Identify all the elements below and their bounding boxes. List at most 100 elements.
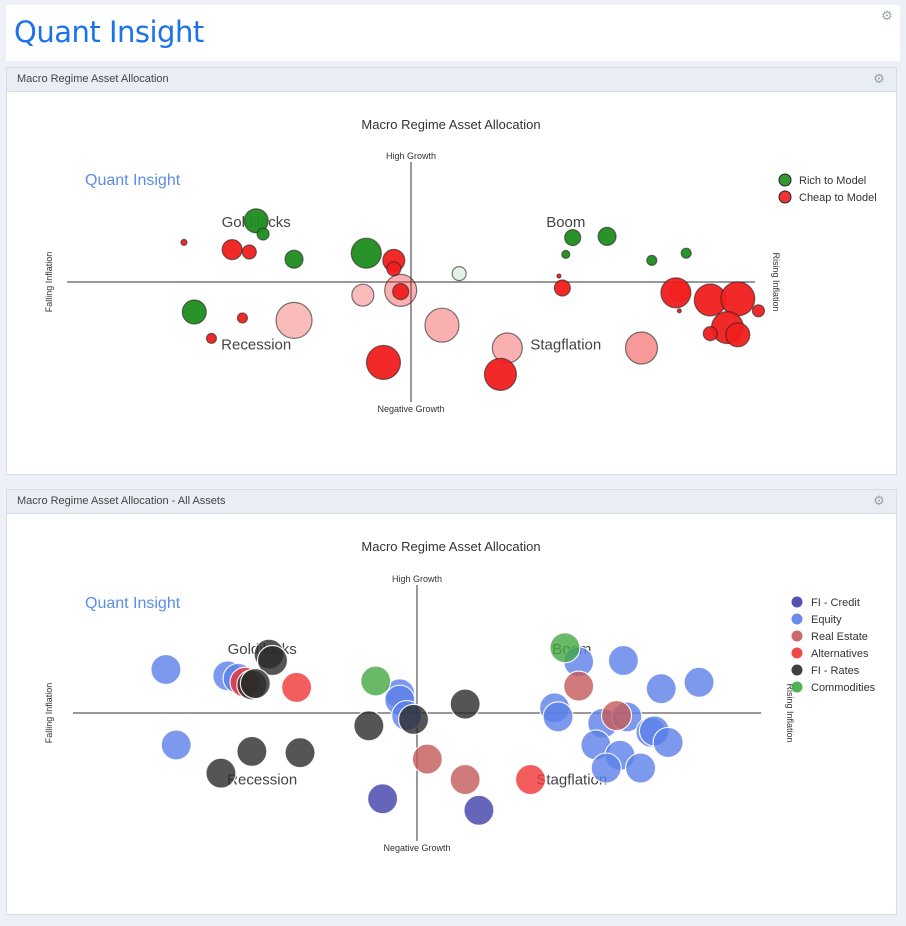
data-point [652, 726, 684, 759]
data-point [256, 227, 270, 241]
panel-regime-allocation: Macro Regime Asset Allocation ⚙ Macro Re… [6, 67, 897, 475]
panel-title: Macro Regime Asset Allocation - All Asse… [17, 495, 226, 507]
data-point [542, 701, 574, 733]
quadrant-label-boom: Boom [546, 214, 585, 231]
axis-label-top: High Growth [386, 151, 436, 161]
data-point [680, 247, 692, 259]
legend-label: FI - Rates [811, 665, 860, 677]
data-point [284, 249, 304, 269]
data-point [281, 671, 313, 703]
data-point [549, 632, 581, 664]
quadrant-label-stagflation: Stagflation [536, 772, 607, 789]
data-point [221, 239, 243, 261]
data-point [205, 332, 218, 344]
data-point [451, 266, 467, 282]
axis-label-right: Rising Inflation [785, 683, 795, 742]
data-point [720, 281, 756, 317]
data-point [600, 699, 633, 732]
panel-title: Macro Regime Asset Allocation [17, 73, 169, 85]
axis-label-top: High Growth [392, 574, 442, 584]
data-point [590, 752, 622, 784]
data-point [392, 283, 410, 301]
legend-marker [791, 613, 803, 625]
data-point [236, 735, 268, 767]
axis-label-bottom: Negative Growth [383, 843, 450, 853]
legend-marker [791, 664, 803, 676]
panel-regime-allocation-all-assets: Macro Regime Asset Allocation - All Asse… [6, 489, 897, 915]
data-point [556, 273, 562, 279]
data-point [624, 752, 657, 784]
legend-marker [791, 647, 803, 659]
scatter-chart: Macro Regime Asset Allocation Quant Insig… [44, 539, 876, 853]
legend-marker [778, 190, 792, 204]
data-point [683, 666, 715, 698]
quadrant-label-recession: Recession [221, 336, 291, 353]
gear-icon[interactable]: ⚙ [873, 494, 885, 509]
data-point [553, 279, 571, 297]
legend-label: Commodities [811, 682, 876, 694]
data-point [351, 283, 375, 307]
axis-label-left: Falling Inflation [44, 252, 54, 313]
data-point [284, 737, 316, 769]
scatter-chart: Macro Regime Asset Allocation Quant Insig… [44, 117, 877, 414]
data-point [239, 667, 271, 700]
data-point [676, 308, 682, 314]
data-point [607, 644, 640, 677]
legend-label: Cheap to Model [799, 192, 877, 204]
chart-watermark: Quant Insight [85, 595, 181, 612]
data-point [243, 208, 269, 234]
data-point [725, 322, 751, 348]
legend-label: Alternatives [811, 648, 869, 660]
data-point [365, 344, 402, 380]
data-point [180, 238, 188, 246]
data-point [449, 688, 481, 720]
data-point [411, 743, 443, 775]
legend-label: FI - Credit [811, 597, 860, 609]
chart-title: Macro Regime Asset Allocation [361, 539, 540, 554]
legend-marker [791, 596, 803, 608]
data-point [350, 237, 382, 269]
quadrant-label-stagflation: Stagflation [530, 336, 601, 353]
data-point [397, 703, 430, 735]
quadrant-label-recession: Recession [227, 772, 297, 789]
chart-watermark: Quant Insight [85, 172, 181, 189]
data-point [424, 307, 460, 343]
data-point [275, 301, 313, 339]
data-point [645, 673, 677, 705]
panel-header: Macro Regime Asset Allocation ⚙ [7, 68, 896, 92]
data-point [181, 299, 207, 325]
data-point [256, 644, 289, 677]
data-point [624, 331, 659, 365]
data-point [660, 277, 692, 309]
legend-label: Equity [811, 614, 842, 626]
gear-icon[interactable]: ⚙ [881, 9, 893, 24]
legend-label: Real Estate [811, 631, 868, 643]
data-point [241, 244, 257, 260]
data-point [367, 783, 399, 815]
app-header: Quant Insight ⚙ [6, 5, 900, 61]
axis-label-left: Falling Inflation [44, 683, 54, 744]
app-logo: Quant Insight [14, 15, 204, 49]
data-point [386, 261, 402, 277]
data-point [597, 226, 617, 246]
data-point [236, 312, 249, 324]
panel-header: Macro Regime Asset Allocation - All Asse… [7, 490, 896, 514]
data-point [646, 254, 658, 266]
legend-marker [778, 173, 792, 187]
data-point [205, 757, 237, 789]
data-point [483, 357, 518, 391]
data-point [514, 763, 547, 796]
data-point [449, 763, 481, 796]
data-point [150, 653, 182, 686]
axis-label-right: Rising Inflation [771, 252, 781, 311]
data-point [160, 729, 192, 761]
data-point [463, 794, 495, 826]
data-point [751, 304, 766, 318]
gear-icon[interactable]: ⚙ [873, 72, 885, 87]
legend-marker [791, 630, 803, 642]
data-point [353, 710, 385, 742]
chart-title: Macro Regime Asset Allocation [361, 117, 540, 132]
data-point [360, 665, 392, 697]
data-point [702, 326, 718, 342]
legend-label: Rich to Model [799, 175, 866, 187]
